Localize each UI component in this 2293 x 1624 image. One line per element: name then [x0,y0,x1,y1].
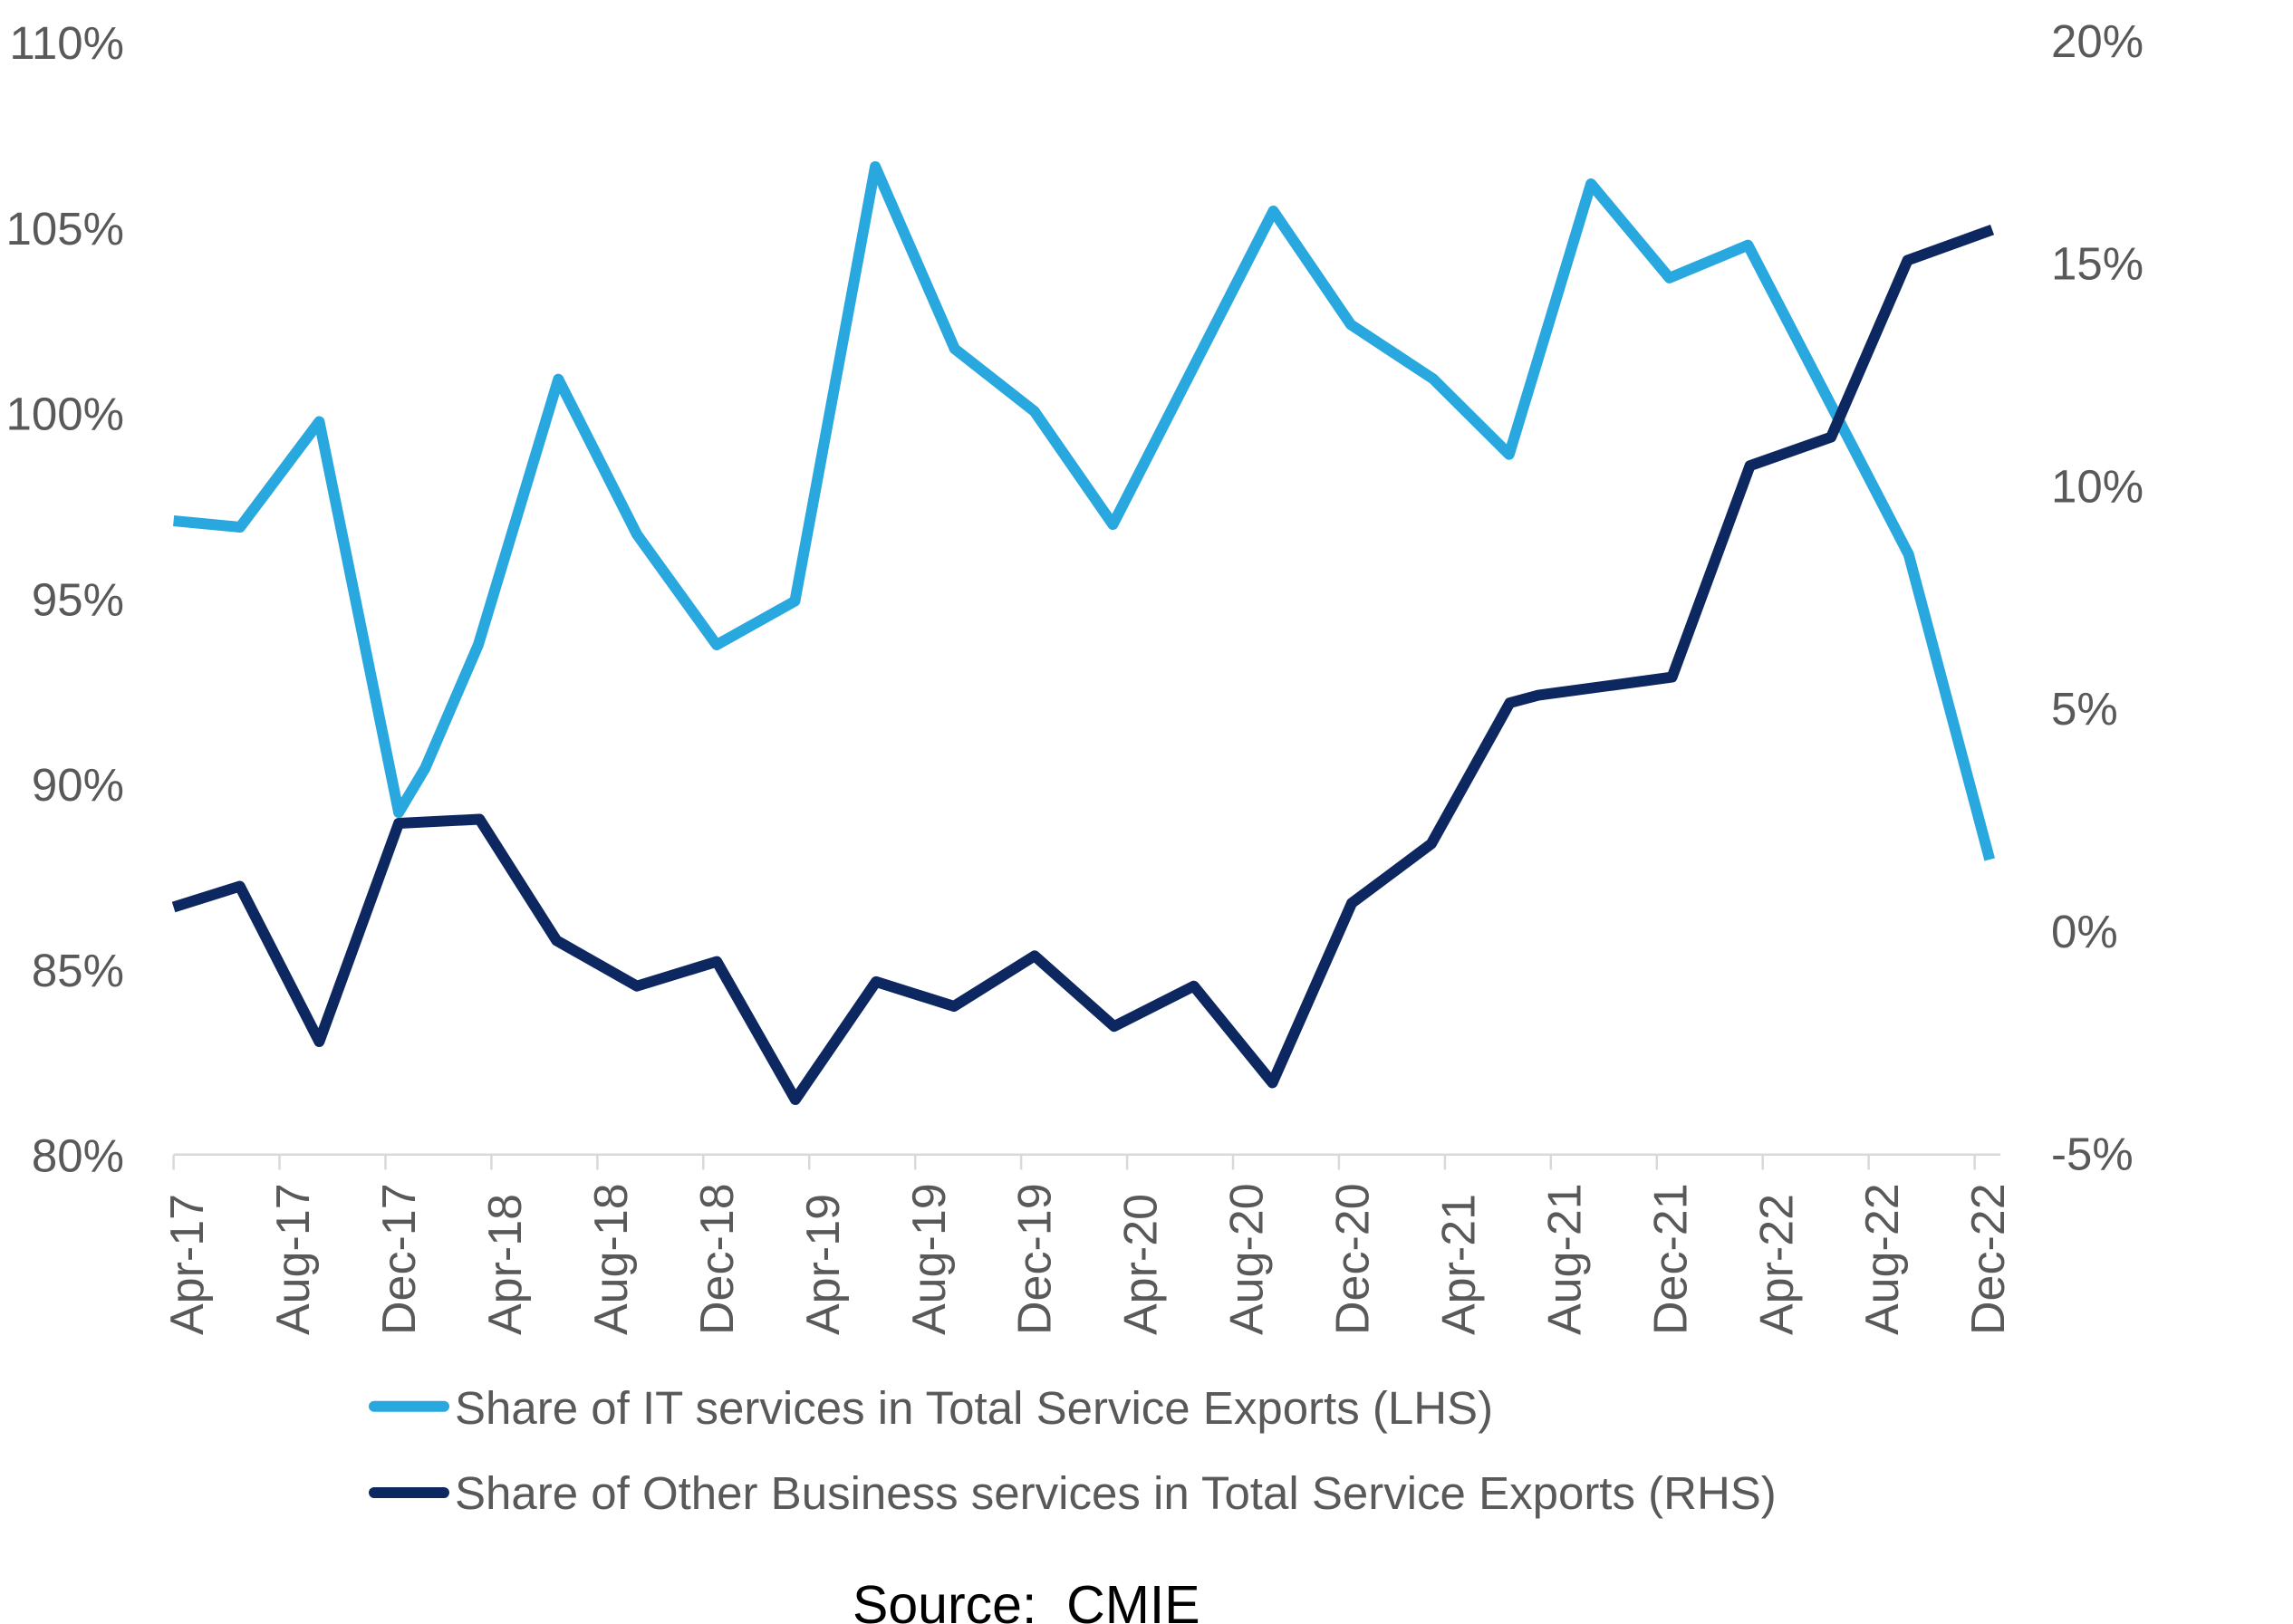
svg-text:Dec-21: Dec-21 [1644,1183,1697,1335]
svg-text:90%: 90% [32,759,124,811]
svg-text:105%: 105% [6,203,124,255]
svg-text:-5%: -5% [2051,1129,2134,1180]
svg-text:85%: 85% [32,945,124,996]
svg-text:Apr-19: Apr-19 [797,1194,850,1335]
svg-text:0%: 0% [2051,906,2118,957]
svg-text:Dec-19: Dec-19 [1009,1183,1062,1335]
svg-text:Aug-18: Aug-18 [585,1183,638,1335]
svg-text:95%: 95% [32,573,124,625]
svg-text:Aug-22: Aug-22 [1856,1183,1909,1335]
svg-text:Aug-17: Aug-17 [267,1183,320,1335]
svg-text:Aug-21: Aug-21 [1538,1183,1591,1335]
svg-text:Apr-17: Apr-17 [161,1194,214,1335]
svg-text:110%: 110% [9,17,124,69]
svg-text:15%: 15% [2051,238,2144,290]
svg-text:Apr-21: Apr-21 [1433,1194,1486,1335]
svg-text:Dec-18: Dec-18 [691,1183,744,1335]
svg-text:Dec-22: Dec-22 [1962,1183,2015,1335]
svg-text:5%: 5% [2051,683,2118,735]
svg-text:20%: 20% [2051,15,2144,67]
svg-text:Source: CMIE: Source: CMIE [853,1575,1200,1624]
svg-text:Share of Other Business servic: Share of Other Business services in Tota… [455,1467,1777,1519]
svg-text:Dec-20: Dec-20 [1327,1183,1380,1335]
svg-text:100%: 100% [6,389,124,440]
svg-text:Apr-22: Apr-22 [1750,1194,1803,1335]
svg-text:Share of IT services in Total: Share of IT services in Total Service Ex… [455,1382,1493,1434]
svg-text:80%: 80% [32,1130,124,1182]
svg-text:10%: 10% [2051,460,2144,512]
svg-text:Aug-20: Aug-20 [1221,1183,1274,1335]
svg-text:Apr-20: Apr-20 [1115,1194,1168,1335]
svg-text:Dec-17: Dec-17 [373,1183,426,1335]
svg-text:Aug-19: Aug-19 [903,1183,956,1335]
svg-text:Apr-18: Apr-18 [479,1194,532,1335]
